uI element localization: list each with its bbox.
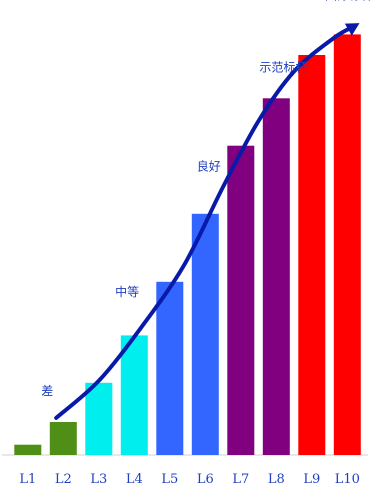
bar-l9 (298, 55, 326, 455)
annotation-1: 差 (41, 384, 53, 398)
annotation-4: 示范标杆 (259, 61, 307, 75)
bar-l4 (120, 335, 148, 455)
bar-l7 (227, 145, 255, 455)
trend-line (54, 23, 360, 420)
bar-l3 (85, 382, 113, 455)
annotation-2: 中等 (115, 284, 139, 299)
bars (14, 34, 361, 456)
tick-label-l8: L8 (268, 472, 285, 487)
bar-l10 (333, 34, 361, 456)
tick-label-l5: L5 (161, 472, 178, 487)
trend-arrowhead (344, 23, 360, 36)
bar-l1 (14, 444, 42, 455)
trend-curve (54, 24, 357, 420)
annotations: 差 中等 良好 示范标杆 国际标杆 (41, 0, 370, 398)
annotation-5: 国际标杆 (325, 0, 370, 2)
tick-label-l10: L10 (335, 472, 360, 487)
tick-label-l9: L9 (303, 472, 320, 487)
bar-l5 (156, 281, 184, 455)
bar-l2 (49, 422, 77, 455)
tick-label-l3: L3 (90, 472, 107, 487)
tick-label-l4: L4 (126, 472, 143, 487)
annotation-3: 良好 (197, 159, 221, 174)
tick-label-l2: L2 (55, 472, 72, 487)
x-tick-labels: L1 L2 L3 L4 L5 L6 L7 L8 L9 L10 (19, 472, 360, 487)
bar-l6 (191, 213, 219, 455)
bar-l8 (262, 98, 290, 456)
tick-label-l1: L1 (19, 472, 36, 487)
tick-label-l6: L6 (197, 472, 214, 487)
tick-label-l7: L7 (232, 472, 249, 487)
